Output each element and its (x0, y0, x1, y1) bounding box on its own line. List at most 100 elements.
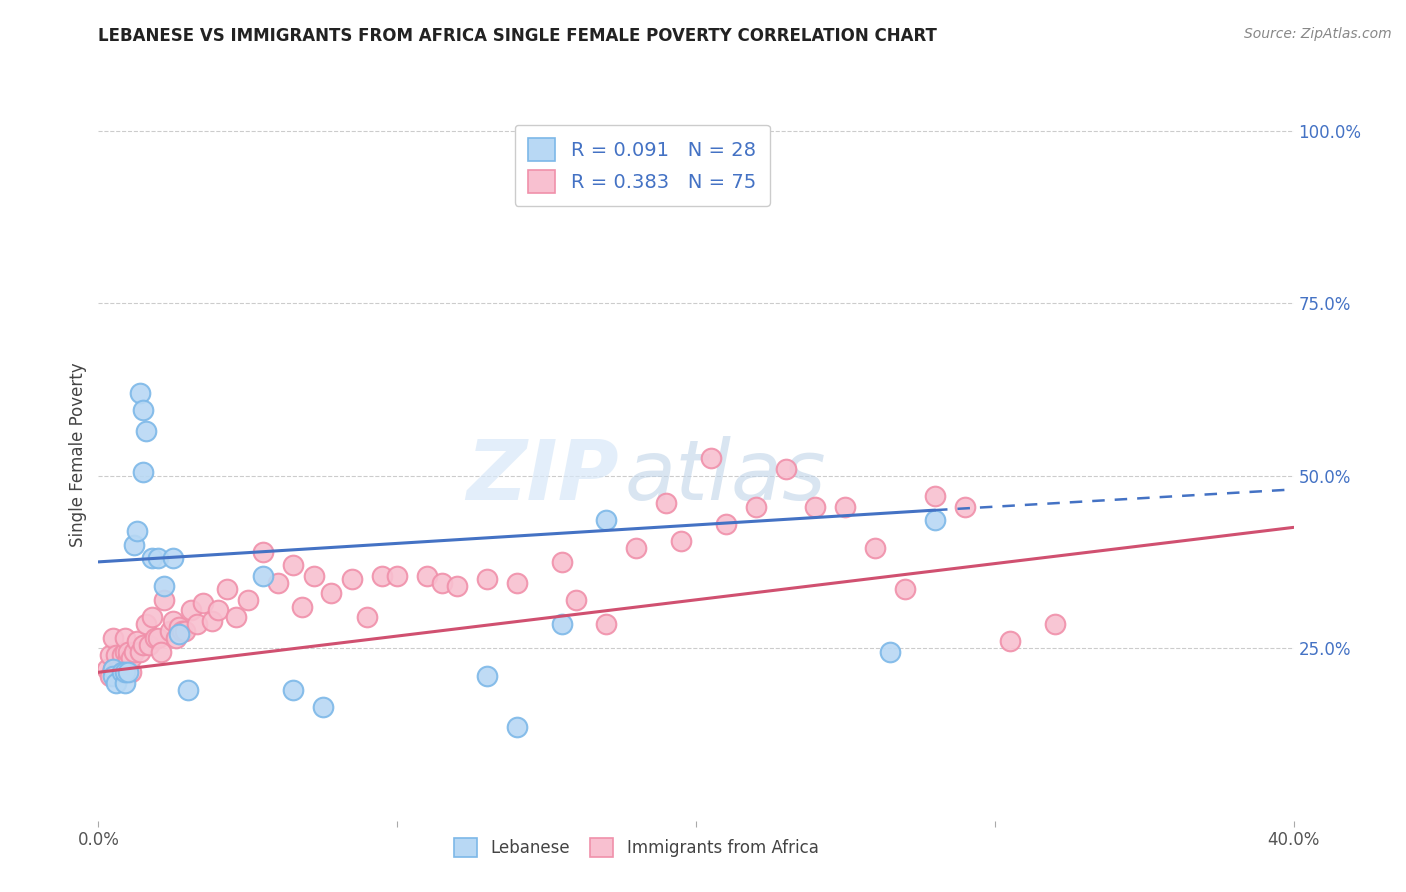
Point (148, 551, 170, 566)
Point (127, 634, 149, 648)
Point (111, 665, 134, 680)
Point (132, 638, 155, 652)
Point (321, 586, 343, 600)
Point (475, 669, 498, 683)
Point (215, 582, 238, 597)
Point (745, 500, 768, 514)
Legend: Lebanese, Immigrants from Africa: Lebanese, Immigrants from Africa (444, 828, 828, 867)
Point (124, 538, 146, 552)
Point (127, 524, 149, 538)
Point (114, 644, 136, 658)
Point (162, 551, 184, 566)
Point (108, 665, 131, 680)
Point (475, 572, 498, 586)
Point (550, 555, 572, 569)
Point (252, 544, 274, 558)
Point (267, 575, 290, 590)
Point (430, 575, 453, 590)
Point (669, 534, 692, 549)
Point (1043, 617, 1066, 632)
Text: Source: ZipAtlas.com: Source: ZipAtlas.com (1244, 27, 1392, 41)
Point (550, 617, 572, 632)
Point (114, 631, 136, 645)
Point (506, 575, 529, 590)
Point (177, 682, 200, 697)
Point (894, 582, 917, 597)
Point (132, 403, 155, 417)
Point (108, 662, 131, 676)
Point (117, 665, 139, 680)
Point (96, 662, 118, 676)
Point (120, 665, 142, 680)
Point (371, 568, 394, 582)
Point (153, 592, 176, 607)
Point (159, 624, 181, 638)
Point (281, 558, 304, 573)
Point (167, 627, 190, 641)
Point (141, 551, 163, 566)
Point (105, 665, 128, 680)
Point (129, 385, 152, 400)
Point (565, 592, 588, 607)
Point (120, 651, 142, 665)
Point (143, 631, 166, 645)
Point (700, 451, 723, 466)
Point (148, 631, 170, 645)
Point (281, 682, 304, 697)
Point (924, 489, 946, 503)
Point (117, 644, 139, 658)
Point (924, 513, 946, 527)
Point (252, 568, 274, 582)
Point (105, 648, 128, 662)
Point (879, 644, 901, 658)
Point (132, 465, 155, 479)
Point (356, 610, 378, 624)
Point (291, 599, 314, 614)
Point (342, 572, 364, 586)
Point (446, 579, 468, 593)
Point (103, 662, 125, 676)
Point (416, 568, 439, 582)
Point (129, 644, 152, 658)
Point (180, 603, 202, 617)
Text: atlas: atlas (624, 436, 825, 517)
Point (135, 424, 157, 438)
Point (124, 644, 146, 658)
Point (207, 603, 229, 617)
Point (186, 617, 208, 632)
Point (150, 644, 173, 658)
Point (114, 665, 136, 680)
Point (165, 631, 187, 645)
Point (225, 610, 247, 624)
Point (153, 579, 176, 593)
Text: ZIP: ZIP (465, 436, 619, 517)
Point (141, 610, 163, 624)
Point (114, 675, 136, 690)
Point (191, 596, 214, 610)
Point (998, 634, 1021, 648)
Point (162, 614, 184, 628)
Point (167, 620, 190, 634)
Point (311, 699, 333, 714)
Point (111, 648, 134, 662)
Text: LEBANESE VS IMMIGRANTS FROM AFRICA SINGLE FEMALE POVERTY CORRELATION CHART: LEBANESE VS IMMIGRANTS FROM AFRICA SINGL… (98, 27, 938, 45)
Point (201, 614, 224, 628)
Point (953, 500, 976, 514)
Point (117, 651, 139, 665)
Point (865, 541, 887, 555)
Point (100, 669, 122, 683)
Point (506, 721, 529, 735)
Point (172, 624, 194, 638)
Y-axis label: Single Female Poverty: Single Female Poverty (69, 363, 87, 547)
Point (111, 665, 134, 680)
Point (595, 513, 617, 527)
Point (834, 500, 856, 514)
Point (804, 500, 827, 514)
Point (174, 624, 197, 638)
Point (103, 662, 125, 676)
Point (138, 638, 160, 652)
Point (655, 496, 678, 510)
Point (595, 617, 617, 632)
Point (100, 648, 122, 662)
Point (135, 617, 157, 632)
